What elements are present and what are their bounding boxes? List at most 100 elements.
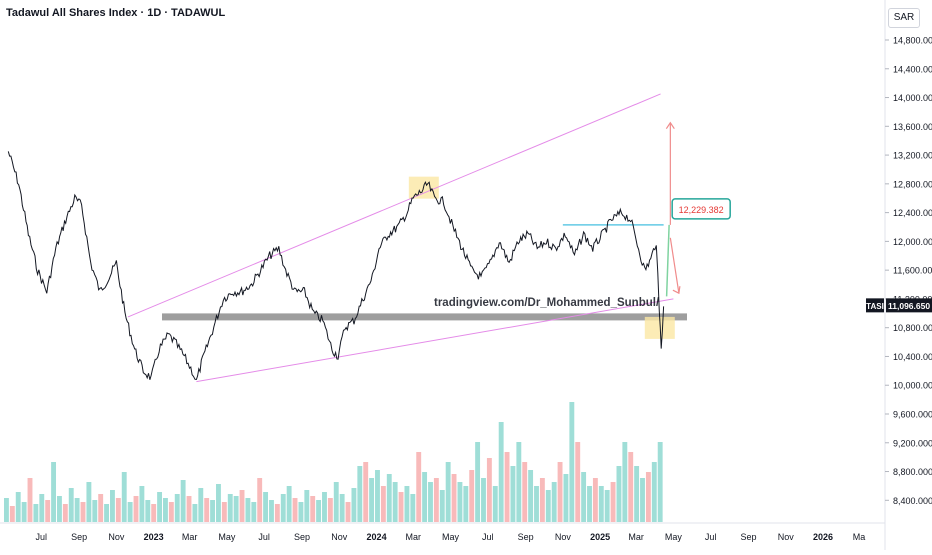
x-tick-label: 2024 [367,532,387,542]
target-up-arrowhead [665,121,675,130]
volume-bar [98,494,104,522]
volume-bar [304,490,310,522]
volume-bar [68,488,74,522]
volume-bar [45,500,51,522]
x-tick-label: May [218,532,236,542]
y-tick-label: 8,800.000 [893,467,932,477]
volume-bar [610,482,616,522]
volume-bar [569,402,575,522]
volume-bar [327,498,333,522]
volume-bar [416,452,422,522]
volume-bar [645,472,651,522]
volume-bar [339,494,345,522]
y-axis[interactable]: 8,400.000 8,800.000 9,200.000 9,600.000 10,0… [866,36,932,506]
price-series [7,151,665,381]
volume-bar [163,498,168,522]
volume-bar [587,486,592,522]
volume-bar [168,502,174,522]
volume-bar [257,478,263,522]
volume-bar [428,482,433,522]
x-tick-label: Nov [108,532,125,542]
volume-bar [186,496,192,522]
chart-title: Tadawul All Shares Index · 1D · TADAWUL [6,7,226,19]
volume-bar [15,492,21,522]
x-tick-label: Mar [628,532,644,542]
volume-bar [581,472,587,522]
volume-bar [528,470,534,522]
volume-bar [198,488,204,522]
volume-bar [263,492,269,522]
volume-bar [274,504,280,522]
volume-bar [245,498,251,522]
x-tick-label: 2026 [813,532,833,542]
volume-bar [121,472,127,522]
volume-bar [27,478,33,522]
x-tick-label: Ma [853,532,866,542]
volume-bar [616,466,622,522]
volume-bar [80,502,86,522]
volume-bar [322,492,327,522]
volume-bar [180,480,186,522]
volume-bars [4,402,663,522]
volume-bar [575,442,581,522]
y-tick-label: 10,400.000 [893,352,932,362]
volume-bar [628,452,634,522]
currency-button[interactable]: SAR [888,8,920,28]
volume-bar [622,442,628,522]
x-tick-label: Sep [71,532,87,542]
y-tick-label: 12,000.000 [893,237,932,247]
y-tick-label: 10,000.000 [893,381,932,391]
volume-bar [557,462,563,522]
volume-bar [157,492,163,522]
volume-bar [92,500,98,522]
volume-bar [439,490,445,522]
volume-bar [463,486,469,522]
y-tick-label: 13,200.000 [893,151,932,161]
y-tick-label: 13,600.000 [893,122,932,132]
volume-bar [510,466,516,522]
x-tick-label: Jul [258,532,270,542]
volume-bar [33,504,39,522]
x-tick-label: 2023 [144,532,164,542]
volume-bar [351,488,357,522]
volume-bar [286,486,292,522]
volume-bar [451,474,457,522]
volume-bar [333,482,339,522]
support-zone [162,313,687,321]
channel-lower-line [196,298,674,383]
y-tick-label: 9,200.000 [893,438,932,448]
volume-bar [363,462,369,522]
bottom-highlight [644,316,675,339]
price-line [7,151,665,381]
x-tick-label: Sep [741,532,757,542]
y-tick-label: 14,400.000 [893,64,932,74]
x-axis[interactable]: Jul Sep Nov 2023 Mar May Jul Sep Nov 2024 Mar May Ju… [35,532,865,542]
volume-bar [9,506,15,522]
last-price-label: 11,096.650 [888,301,930,311]
x-tick-label: Mar [405,532,421,542]
volume-bar [316,500,322,522]
volume-bar [534,486,539,522]
target-label: 12,229.382 [679,205,724,215]
x-tick-label: Sep [518,532,534,542]
x-tick-label: Jul [35,532,47,542]
volume-bar [539,478,545,522]
volume-bar [310,496,316,522]
volume-bar [86,482,92,522]
volume-bar [369,478,375,522]
y-tick-label: 10,800.000 [893,323,932,333]
target-down-arrow-shaft [669,237,680,294]
volume-bar [345,502,351,522]
x-tick-label: Jul [482,532,494,542]
x-tick-label: 2025 [590,532,610,542]
y-tick-label: 11,600.000 [893,266,932,276]
volume-bar [516,442,522,522]
volume-bar [115,498,121,522]
volume-bar [598,486,604,522]
volume-bar [280,494,286,522]
volume-bar [227,494,233,522]
volume-bar [392,482,398,522]
last-price-tag [886,298,932,313]
